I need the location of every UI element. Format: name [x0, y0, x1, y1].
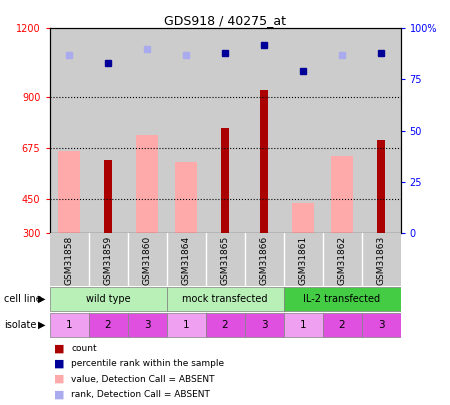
Text: 3: 3 — [261, 320, 267, 330]
Bar — [136, 135, 158, 233]
Bar — [292, 203, 314, 233]
Bar — [127, 313, 166, 337]
Text: ■: ■ — [54, 390, 64, 399]
Text: GSM31865: GSM31865 — [220, 235, 230, 285]
Text: ■: ■ — [54, 374, 64, 384]
Text: isolate: isolate — [4, 320, 37, 330]
Bar — [50, 28, 89, 233]
Text: ■: ■ — [54, 359, 64, 369]
Bar — [166, 313, 206, 337]
Text: value, Detection Call = ABSENT: value, Detection Call = ABSENT — [71, 375, 215, 384]
Bar — [50, 233, 89, 286]
Bar — [206, 28, 244, 233]
Text: mock transfected: mock transfected — [182, 294, 268, 304]
Bar — [323, 28, 361, 233]
Text: GSM31866: GSM31866 — [260, 235, 269, 285]
Text: 2: 2 — [105, 320, 111, 330]
Text: rank, Detection Call = ABSENT: rank, Detection Call = ABSENT — [71, 390, 210, 399]
Bar — [127, 233, 166, 286]
Text: GSM31860: GSM31860 — [143, 235, 152, 285]
Bar — [127, 28, 166, 233]
Bar — [244, 313, 284, 337]
Bar — [89, 233, 127, 286]
Bar — [323, 233, 361, 286]
Bar — [377, 140, 385, 233]
Bar — [89, 313, 127, 337]
Bar — [361, 313, 400, 337]
Bar — [323, 313, 361, 337]
Bar — [284, 287, 400, 311]
Text: GSM31859: GSM31859 — [104, 235, 112, 285]
Text: count: count — [71, 344, 97, 353]
Text: ■: ■ — [54, 343, 64, 353]
Bar — [244, 28, 284, 233]
Text: 1: 1 — [66, 320, 72, 330]
Bar — [284, 233, 323, 286]
Text: GSM31858: GSM31858 — [64, 235, 73, 285]
Text: GSM31863: GSM31863 — [377, 235, 386, 285]
Bar — [206, 313, 244, 337]
Bar — [206, 233, 244, 286]
Bar — [331, 156, 353, 233]
Bar — [220, 128, 230, 233]
Bar — [166, 233, 206, 286]
Bar — [104, 160, 112, 233]
Text: 2: 2 — [222, 320, 228, 330]
Bar — [260, 90, 268, 233]
Bar — [284, 313, 323, 337]
Bar — [89, 28, 127, 233]
Bar — [166, 287, 284, 311]
Text: 3: 3 — [144, 320, 150, 330]
Text: GSM31862: GSM31862 — [338, 235, 346, 285]
Text: cell line: cell line — [4, 294, 42, 304]
Bar — [166, 28, 206, 233]
Text: ▶: ▶ — [38, 294, 46, 304]
Text: 1: 1 — [183, 320, 189, 330]
Text: GSM31864: GSM31864 — [181, 235, 190, 285]
Text: IL-2 transfected: IL-2 transfected — [303, 294, 381, 304]
Title: GDS918 / 40275_at: GDS918 / 40275_at — [164, 14, 286, 27]
Bar — [50, 313, 89, 337]
Bar — [176, 162, 197, 233]
Text: 2: 2 — [339, 320, 345, 330]
Bar — [361, 28, 400, 233]
Bar — [284, 28, 323, 233]
Text: ▶: ▶ — [38, 320, 46, 330]
Bar — [244, 233, 284, 286]
Bar — [58, 151, 80, 233]
Text: percentile rank within the sample: percentile rank within the sample — [71, 359, 224, 368]
Bar — [361, 233, 400, 286]
Text: GSM31861: GSM31861 — [298, 235, 307, 285]
Text: 3: 3 — [378, 320, 384, 330]
Text: wild type: wild type — [86, 294, 130, 304]
Text: 1: 1 — [300, 320, 306, 330]
Bar — [50, 287, 166, 311]
